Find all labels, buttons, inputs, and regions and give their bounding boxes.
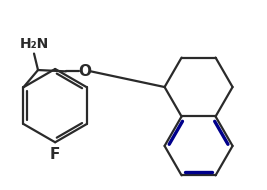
Text: H₂N: H₂N bbox=[19, 37, 49, 51]
Text: O: O bbox=[78, 64, 92, 79]
Text: F: F bbox=[50, 147, 60, 162]
